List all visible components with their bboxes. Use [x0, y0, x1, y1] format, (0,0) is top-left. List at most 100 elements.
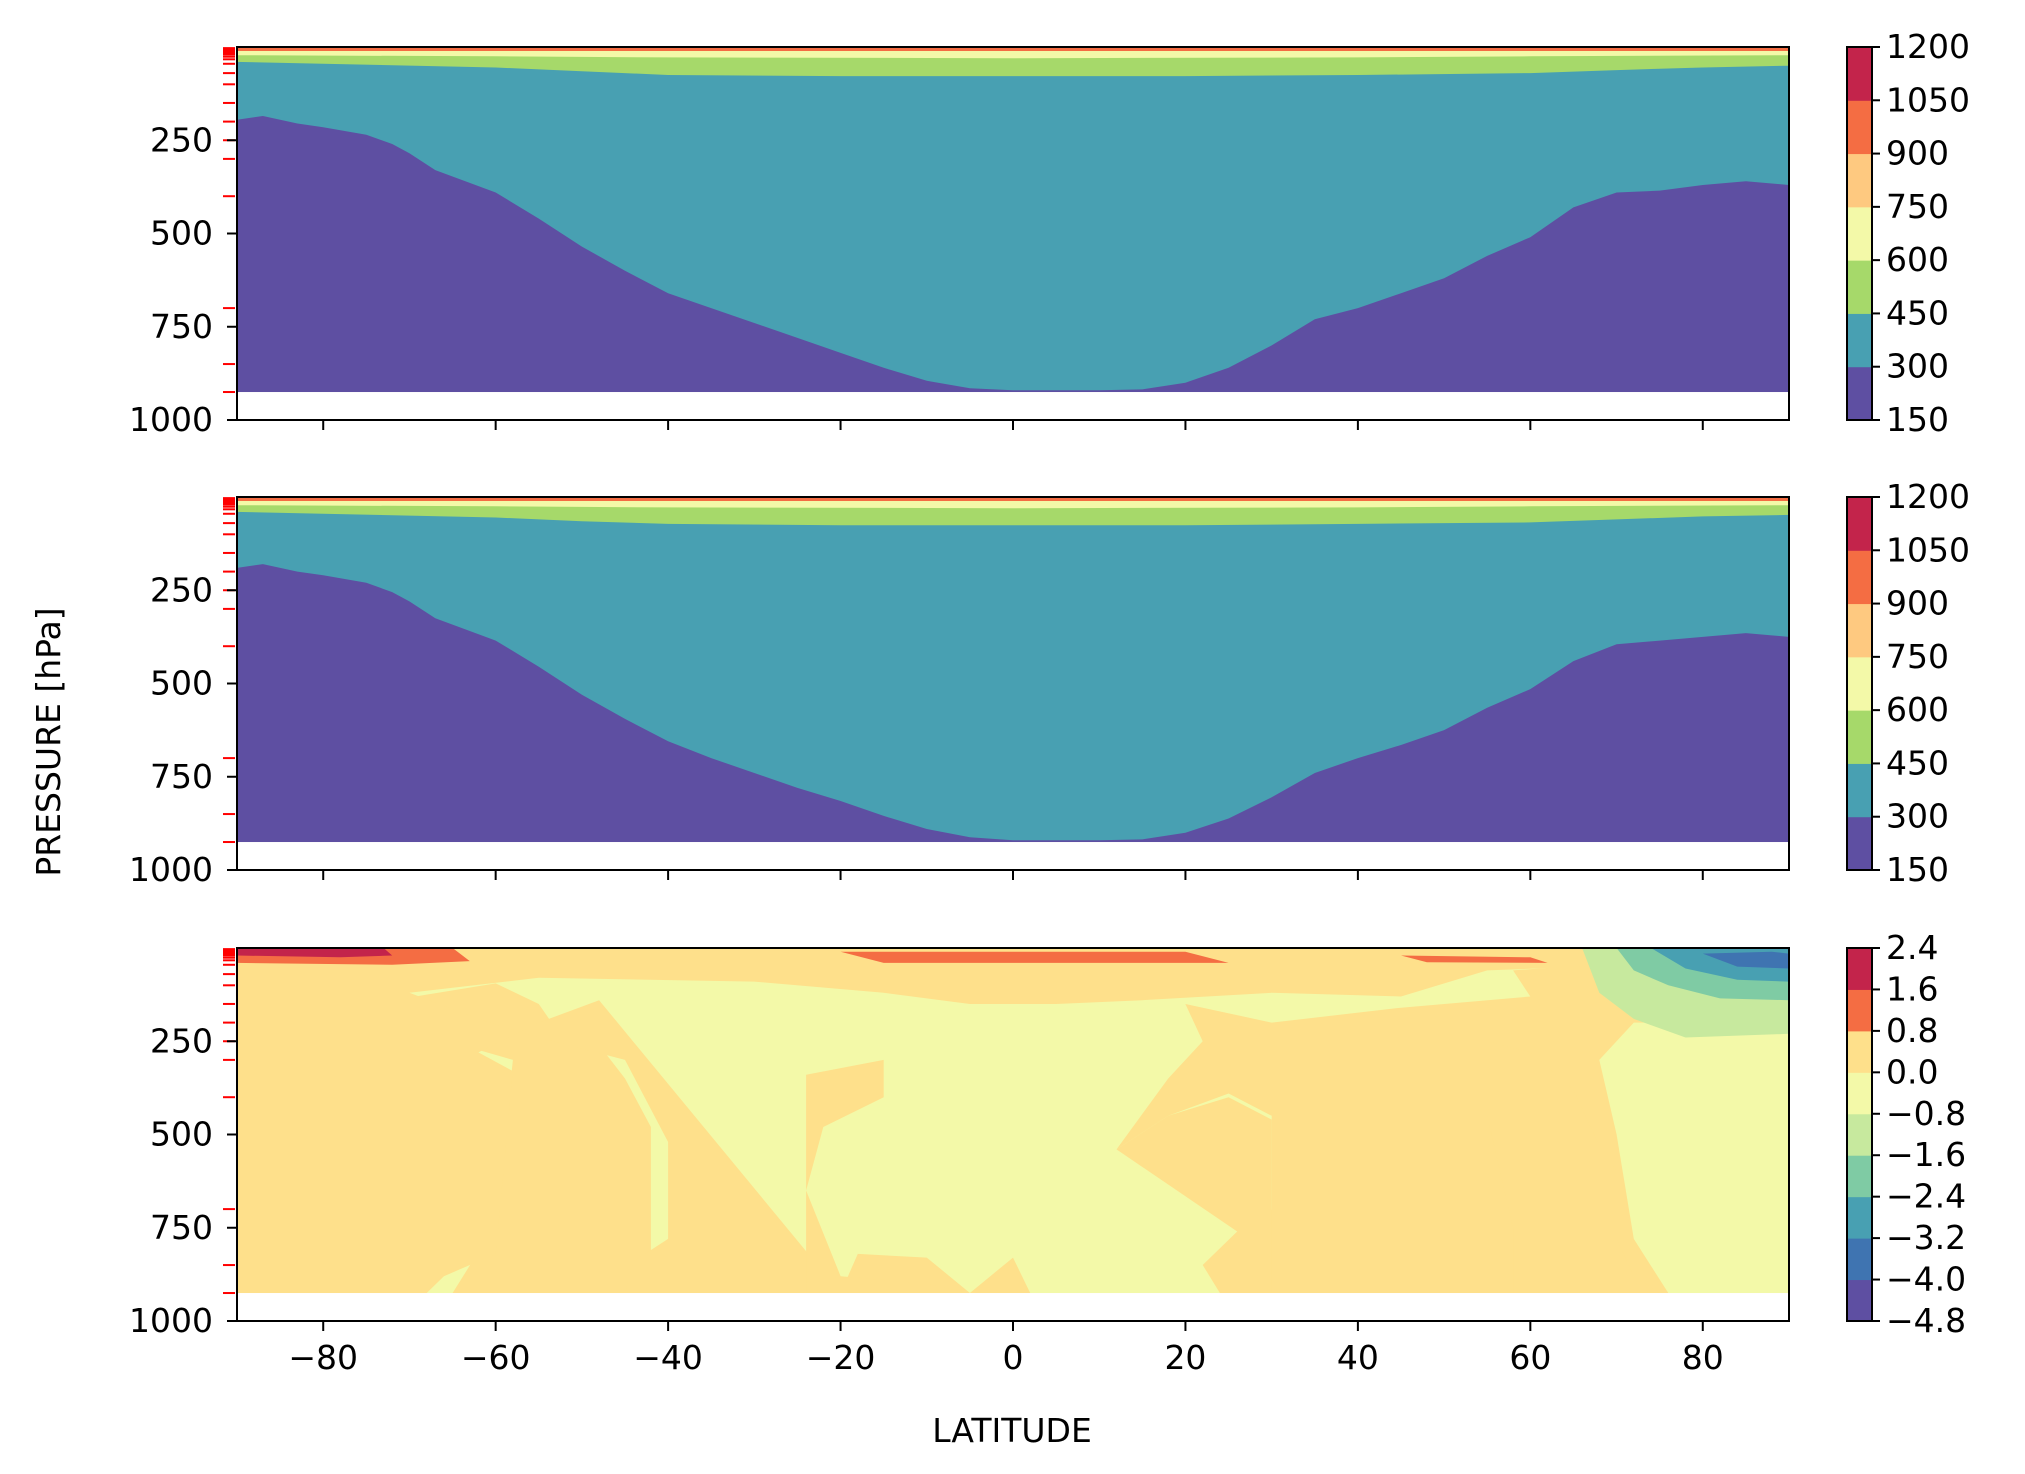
colorbar-segment: [1847, 1030, 1872, 1073]
colorbar-segment: [1847, 313, 1872, 368]
colorbar-tick-label: −2.4: [1886, 1177, 1966, 1216]
colorbar-segment: [1847, 989, 1872, 1032]
colorbar-segment: [1847, 497, 1872, 551]
y-axis-label: PRESSURE [hPa]: [29, 607, 68, 876]
colorbar-frame: [1846, 947, 1873, 1322]
y-tick-label: 500: [150, 664, 213, 703]
colorbar-tick-label: 600: [1886, 690, 1949, 729]
y-tick-label: 750: [150, 307, 213, 346]
panel-1: 250 500 750 1000 1200 1050 900 750 600 450 300 150: [129, 27, 1970, 439]
colorbar: 1200 1050 900 750 600 450 300 150: [1846, 27, 1970, 439]
contour-band-1: [237, 47, 1789, 391]
colorbar-tick-label: 900: [1886, 134, 1949, 173]
panel-3: 250 500 750 1000 −80 −60 −40 −20 0 20 40 60 80 2.41.6…: [129, 928, 1966, 1377]
panels: 2505007501000120010509007506004503001502…: [129, 27, 1970, 1377]
contour-band-top: [237, 497, 1789, 501]
colorbar-segment: [1847, 1196, 1872, 1239]
colorbar-segment: [1847, 1072, 1872, 1115]
colorbar-tick-label: 300: [1886, 797, 1949, 836]
colorbar: 2.41.60.80.0−0.8−1.6−2.4−3.2−4.0−4.8: [1846, 928, 1966, 1340]
colorbar-segment: [1847, 656, 1872, 711]
colorbar-tick-label: −3.2: [1886, 1218, 1966, 1257]
contour-band-1: [237, 497, 1789, 841]
contour-region-4: [1487, 1041, 1660, 1293]
colorbar-segment: [1847, 550, 1872, 605]
colorbar-tick-label: 0.8: [1886, 1011, 1938, 1050]
y-tick-label: 750: [150, 757, 213, 796]
y-tick-label: 250: [150, 570, 213, 609]
colorbar-segment: [1847, 100, 1872, 155]
colorbar-segment: [1847, 1279, 1872, 1322]
colorbar-segment: [1847, 948, 1872, 990]
colorbar-tick-label: 900: [1886, 584, 1949, 623]
contour-region-5: [1599, 1022, 1789, 1293]
colorbar-segment: [1847, 710, 1872, 764]
colorbar-segment: [1847, 1155, 1872, 1198]
contour-region-3: [1116, 1097, 1272, 1293]
colorbar-tick-label: 1200: [1886, 27, 1970, 66]
colorbar-tick-label: −4.8: [1886, 1301, 1966, 1340]
colorbar-tick-label: 1200: [1886, 477, 1970, 516]
colorbar: 1200 1050 900 750 600 450 300 150: [1846, 477, 1970, 889]
x-tick-label: 60: [1509, 1338, 1551, 1377]
colorbar-segment: [1847, 1113, 1872, 1156]
contour-region-13: [1401, 955, 1548, 963]
colorbar-tick-label: 150: [1886, 850, 1949, 889]
colorbar-tick-label: 450: [1886, 293, 1949, 332]
panel-2: 250 500 750 1000 1200 1050 900 750 600 450 300 150: [129, 477, 1970, 889]
y-tick-label: 500: [150, 1115, 213, 1154]
y-tick-label: 500: [150, 214, 213, 253]
colorbar-tick-label: 2.4: [1886, 928, 1938, 967]
y-tick-label: 1000: [129, 850, 213, 889]
contour-region-1: [237, 948, 1789, 1293]
colorbar-tick-label: −0.8: [1886, 1094, 1966, 1133]
model-level-ticks: [223, 497, 235, 844]
colorbar-segment: [1847, 1238, 1872, 1281]
contour-fills: [237, 47, 1789, 393]
y-tick-label: 1000: [129, 1301, 213, 1340]
model-level-ticks: [223, 47, 235, 394]
y-tick-label: 250: [150, 120, 213, 159]
colorbar-tick-label: 1050: [1886, 530, 1970, 569]
colorbar-segment: [1847, 206, 1872, 261]
colorbar-frame: [1846, 496, 1873, 871]
colorbar-frame: [1846, 46, 1873, 421]
model-level-ticks: [223, 948, 235, 1295]
x-tick-label: −60: [461, 1338, 531, 1377]
contour-region-2: [806, 1059, 970, 1293]
y-tick-label: 750: [150, 1208, 213, 1247]
colorbar-segment: [1847, 603, 1872, 658]
contour-fills: [237, 497, 1789, 843]
contour-band-top: [237, 47, 1789, 51]
x-tick-label: −20: [806, 1338, 876, 1377]
colorbar-tick-label: 750: [1886, 187, 1949, 226]
colorbar-tick-label: 1050: [1886, 80, 1970, 119]
x-tick-label: 0: [1003, 1338, 1024, 1377]
y-tick-label: 250: [150, 1021, 213, 1060]
x-axis-label: LATITUDE: [932, 1411, 1092, 1450]
colorbar-tick-label: 150: [1886, 400, 1949, 439]
x-tick-label: 40: [1337, 1338, 1379, 1377]
x-tick-label: 20: [1164, 1338, 1206, 1377]
colorbar-segment: [1847, 366, 1872, 421]
x-tick-label: −40: [633, 1338, 703, 1377]
colorbar-tick-label: 300: [1886, 347, 1949, 386]
x-tick-label: 80: [1682, 1338, 1724, 1377]
contour-region-12: [840, 951, 1229, 963]
contour-region-11: [237, 948, 393, 958]
x-tick-label: −80: [288, 1338, 358, 1377]
colorbar-tick-label: 1.6: [1886, 969, 1938, 1008]
colorbar-segment: [1847, 47, 1872, 101]
y-tick-label: 1000: [129, 400, 213, 439]
colorbar-segment: [1847, 816, 1872, 871]
colorbar-segment: [1847, 260, 1872, 314]
colorbar-tick-label: 600: [1886, 240, 1949, 279]
colorbar-tick-label: 750: [1886, 637, 1949, 676]
colorbar-segment: [1847, 153, 1872, 208]
colorbar-tick-label: 450: [1886, 743, 1949, 782]
contour-region-9: [1702, 951, 1789, 969]
colorbar-tick-label: −4.0: [1886, 1260, 1966, 1299]
colorbar-tick-label: −1.6: [1886, 1135, 1966, 1174]
colorbar-segment: [1847, 763, 1872, 818]
